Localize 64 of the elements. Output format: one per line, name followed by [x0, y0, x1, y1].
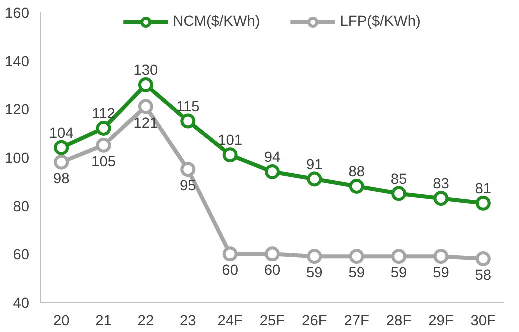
data-label: 85	[390, 172, 408, 188]
point	[307, 172, 322, 187]
point	[180, 114, 196, 129]
data-label: 95	[180, 178, 196, 195]
legend-label: LFP($/KWh)	[340, 14, 421, 30]
x-tick-label: 27F	[344, 314, 370, 330]
point	[138, 99, 154, 114]
y-tick-label: 160	[5, 6, 30, 22]
x-tick-label: 24F	[218, 314, 243, 330]
data-label: 94	[264, 150, 281, 166]
data-label: 58	[475, 268, 492, 284]
point	[222, 246, 238, 262]
data-label: 105	[92, 154, 116, 170]
data-label: 101	[218, 133, 243, 150]
data-label: 59	[348, 266, 366, 282]
point	[54, 154, 70, 170]
data-label: 104	[49, 126, 74, 142]
x-tick-label: 23	[180, 314, 196, 330]
point	[54, 140, 70, 156]
data-label: 130	[134, 63, 158, 79]
point	[349, 249, 364, 264]
point	[476, 196, 491, 211]
data-label: 98	[53, 171, 70, 188]
x-tick-label: 25F	[260, 314, 286, 330]
y-tick-label: 40	[13, 296, 30, 312]
point	[96, 121, 112, 136]
point	[265, 246, 280, 262]
y-tick-label: 140	[5, 54, 30, 70]
point	[307, 249, 322, 264]
y-tick-label: 80	[13, 199, 30, 216]
point	[392, 186, 407, 202]
data-label: 59	[306, 266, 323, 282]
x-tick-label: 30F	[470, 314, 496, 330]
x-tick-label: 26F	[302, 314, 328, 330]
point	[180, 162, 196, 178]
point	[434, 191, 449, 206]
data-label: 59	[390, 266, 408, 282]
y-tick-label: 120	[5, 102, 30, 119]
data-label: 83	[433, 176, 450, 193]
point	[349, 179, 364, 194]
data-label: 115	[176, 99, 200, 116]
data-label: 60	[264, 263, 281, 280]
point	[222, 148, 238, 163]
data-label: 60	[222, 263, 238, 280]
legend-label: NCM($/KWh)	[173, 14, 260, 30]
x-tick-label: 29F	[428, 314, 454, 330]
x-tick-label: 28F	[386, 314, 412, 330]
point	[265, 164, 280, 180]
x-tick-label: 22	[138, 314, 154, 330]
point	[434, 249, 449, 264]
data-label: 59	[433, 266, 450, 282]
data-label: 91	[306, 157, 323, 174]
point	[476, 252, 491, 266]
point	[96, 138, 112, 153]
data-label: 121	[134, 116, 158, 132]
point	[138, 78, 154, 92]
data-label: 88	[348, 164, 366, 180]
data-label: 112	[92, 106, 116, 122]
data-label: 81	[475, 181, 492, 198]
x-tick-label: 20	[53, 314, 70, 330]
point	[392, 249, 407, 264]
y-tick-label: 60	[13, 248, 30, 264]
y-tick-label: 100	[5, 151, 30, 167]
x-tick-label: 21	[96, 314, 112, 330]
